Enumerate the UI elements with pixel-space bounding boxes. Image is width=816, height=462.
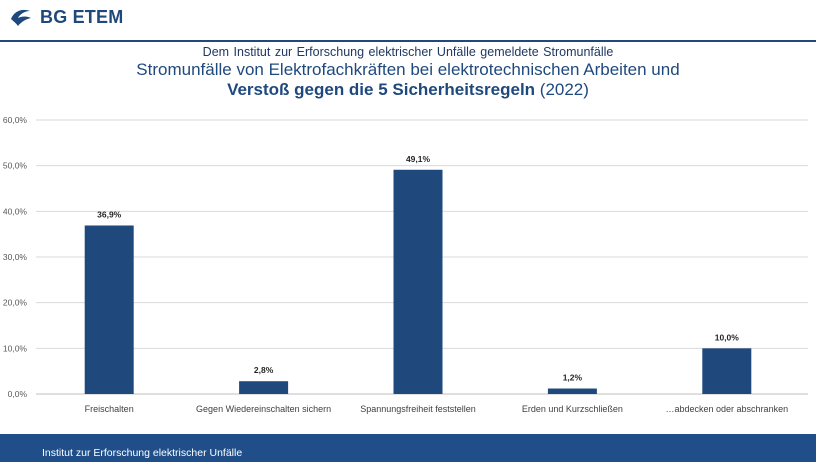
- chart-title-line1: Stromunfälle von Elektrofachkräften bei …: [136, 60, 680, 79]
- bg-etem-bird-logo-icon: [11, 9, 31, 26]
- data-label: 36,9%: [97, 209, 122, 219]
- data-label: 10,0%: [715, 332, 740, 342]
- bar: [84, 225, 134, 394]
- y-tick-label: 10,0%: [3, 343, 28, 353]
- chart-title-line2: Verstoß gegen die 5 Sicherheitsregeln (2…: [0, 80, 816, 100]
- footer-bar: Institut zur Erforschung elektrischer Un…: [0, 434, 816, 462]
- data-label: 2,8%: [254, 365, 274, 375]
- header-divider: [0, 40, 816, 42]
- footer-text: Institut zur Erforschung elektrischer Un…: [42, 447, 243, 459]
- logo[interactable]: BG ETEM: [8, 5, 123, 29]
- chart-title: Stromunfälle von Elektrofachkräften bei …: [0, 60, 816, 100]
- header: BG ETEM: [0, 0, 816, 40]
- bar: [702, 348, 752, 394]
- chart-title-bold: Verstoß gegen die 5 Sicherheitsregeln: [227, 80, 536, 99]
- y-tick-label: 0,0%: [8, 389, 28, 399]
- bar-chart: 0,0% 10,0% 20,0% 30,0% 40,0% 50,0% 60,0% 36,9% F…: [3, 115, 808, 414]
- chart-title-year: (2022): [535, 80, 589, 99]
- logo-text: BG ETEM: [40, 6, 124, 27]
- bar: [239, 381, 289, 394]
- category-label: Gegen Wiedereinschalten sichern: [196, 404, 331, 414]
- y-tick-label: 20,0%: [3, 298, 28, 308]
- data-label: 1,2%: [563, 373, 583, 383]
- y-tick-label: 50,0%: [3, 161, 28, 171]
- y-tick-label: 60,0%: [3, 115, 28, 125]
- bar: [547, 388, 597, 394]
- category-label: Freischalten: [85, 404, 134, 414]
- category-label: …abdecken oder abschranken: [666, 404, 789, 414]
- bar: [393, 169, 443, 394]
- category-label: Spannungsfreiheit feststellen: [360, 404, 476, 414]
- category-label: Erden und Kurzschließen: [522, 404, 623, 414]
- y-tick-label: 30,0%: [3, 252, 28, 262]
- y-tick-label: 40,0%: [3, 206, 28, 216]
- data-label: 49,1%: [406, 154, 431, 164]
- chart-subtitle: Dem Institut zur Erforschung elektrische…: [202, 45, 614, 59]
